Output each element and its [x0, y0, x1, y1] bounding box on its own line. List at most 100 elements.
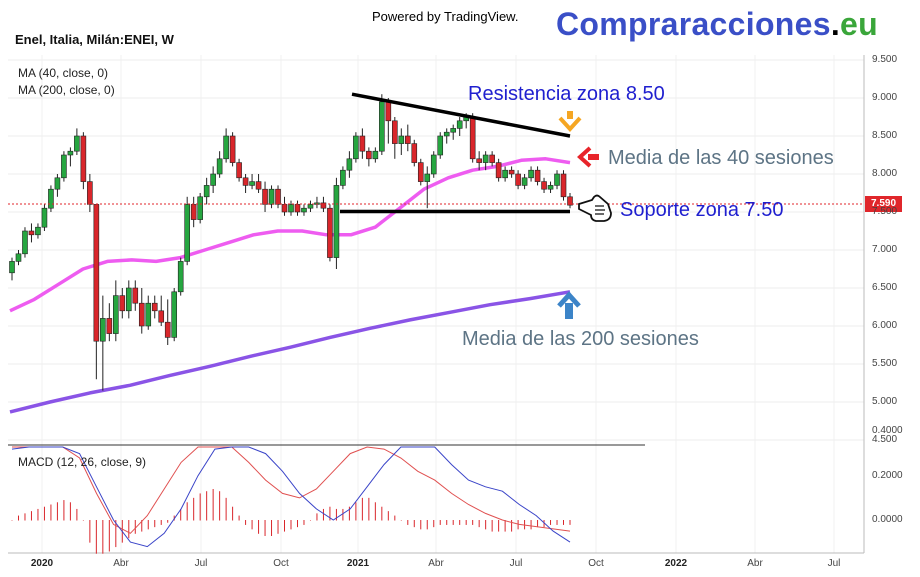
symbol-title[interactable]: Enel, Italia, Milán:ENEI, W [15, 32, 174, 47]
candle [281, 196, 288, 216]
candle [353, 132, 359, 163]
candle-body [80, 135, 87, 182]
candle-body [28, 230, 35, 236]
candle [158, 295, 165, 326]
candle-body [547, 185, 554, 190]
candle [430, 151, 437, 178]
candle [469, 113, 476, 163]
candle-body [560, 173, 567, 198]
candle-body [249, 181, 255, 186]
ma40-annotation: Media de las 40 sesiones [608, 147, 834, 169]
candle [301, 204, 307, 216]
candle [67, 147, 74, 167]
candle-body [190, 204, 197, 220]
price-tick-label: 7.500 [872, 206, 898, 217]
time-tick-label: 2022 [664, 558, 688, 569]
candle [35, 223, 41, 239]
candle-body [281, 204, 288, 213]
resistance-trendline [351, 92, 571, 138]
candle [554, 170, 560, 190]
candle [132, 280, 139, 311]
candle [320, 196, 327, 212]
candle-body [392, 120, 398, 144]
candle [521, 174, 528, 190]
candle-body [456, 120, 463, 129]
candle [288, 200, 294, 216]
candle [145, 295, 152, 330]
candle-body [385, 101, 392, 122]
candle-body [158, 310, 165, 323]
candle [184, 196, 190, 266]
candle-body [74, 135, 80, 152]
pointing-hand-icon [578, 194, 612, 222]
candle [229, 132, 236, 167]
candle [534, 166, 541, 186]
candle [28, 223, 35, 243]
price-tick-label: 5.500 [872, 358, 898, 369]
candle-body [87, 181, 93, 205]
time-tick-label: Jul [827, 558, 841, 569]
brand-part3: eu [840, 6, 878, 42]
time-tick-label: Oct [588, 558, 604, 569]
candle [443, 128, 450, 144]
candle-body [275, 188, 281, 205]
candle-body [521, 177, 528, 186]
support-annotation: Soporte zona 7.50 [620, 199, 784, 221]
candle-body [197, 196, 203, 220]
candle-body [242, 177, 249, 186]
candle [171, 288, 178, 342]
candle-body [469, 116, 476, 160]
candle [216, 151, 223, 178]
candle [482, 151, 489, 171]
arrow-down-orange-icon [558, 111, 582, 132]
candle [476, 151, 482, 171]
candle [547, 181, 554, 193]
candle-body [353, 135, 359, 160]
candle [74, 128, 80, 155]
candle [48, 185, 54, 212]
candle [197, 193, 203, 224]
candle-body [210, 173, 216, 186]
candle [456, 117, 463, 136]
candle-body [372, 150, 379, 160]
candle-body [125, 287, 132, 312]
candle-body [48, 188, 54, 209]
candle [236, 158, 242, 182]
candle-body [333, 185, 340, 258]
candle-body [61, 154, 67, 179]
candle-body [41, 207, 48, 228]
brand-logo[interactable]: Compraracciones.eu [556, 6, 878, 43]
candle-body [430, 154, 437, 175]
candle [502, 166, 508, 182]
candle-body [437, 135, 444, 156]
candle-body [567, 196, 573, 206]
candle-body [327, 207, 333, 258]
last-price-badge: 7.590 [865, 196, 902, 212]
candle [489, 151, 495, 167]
macd-main-line [11, 446, 571, 548]
macd-legend[interactable]: MACD (12, 26, close, 9) [18, 455, 147, 469]
candle [275, 185, 281, 209]
candle [41, 204, 48, 231]
ma40-line [9, 157, 571, 313]
candle-body [255, 181, 262, 190]
candle-body [9, 261, 15, 274]
candle-body [359, 135, 366, 152]
time-tick-label: Abr [428, 558, 444, 569]
candle [411, 139, 418, 167]
candle [87, 174, 93, 212]
candle-body [301, 207, 307, 213]
ma40-legend[interactable]: MA (40, close, 0) [18, 66, 109, 80]
candle [15, 250, 22, 266]
candle [151, 295, 158, 319]
ma200-legend[interactable]: MA (200, close, 0) [18, 83, 115, 97]
candle [9, 257, 15, 281]
candle [125, 280, 132, 319]
time-tick-label: Abr [113, 558, 129, 569]
candle-body [398, 135, 405, 144]
candle-body [534, 169, 541, 182]
candle-body [262, 188, 268, 205]
candle-body [515, 173, 521, 186]
candle-body [268, 188, 275, 205]
